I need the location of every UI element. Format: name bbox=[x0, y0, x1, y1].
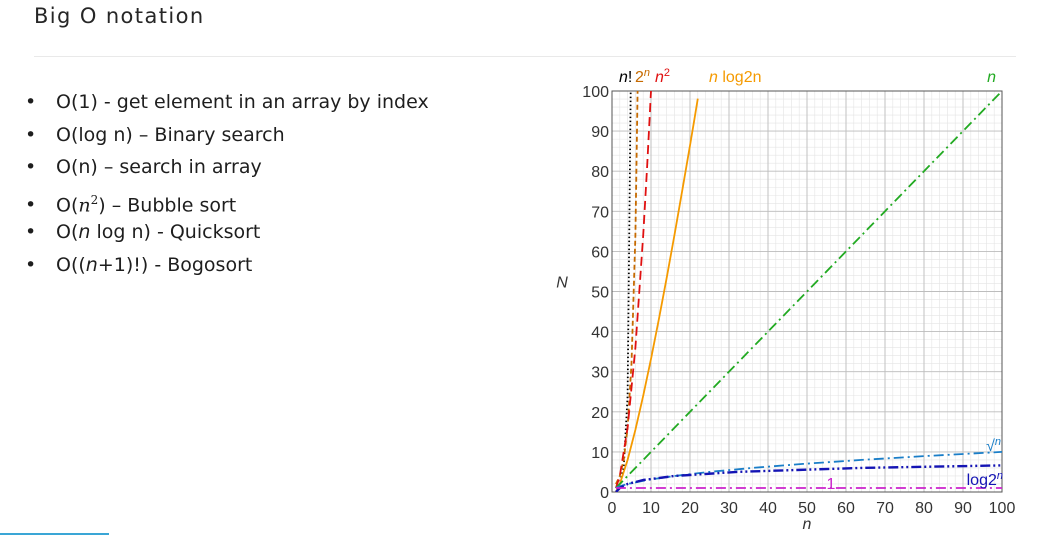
bullet-item: • O(n) – search in array bbox=[25, 151, 429, 184]
bullet-marker: • bbox=[25, 221, 37, 243]
bullet-item: • O(n2) – Bubble sort bbox=[25, 184, 429, 217]
x-tick-label: 80 bbox=[915, 500, 933, 517]
complexity-chart: 0 10 20 30 40 50 60 70 80 90 100 0 10 20 30 40 50 60 70 80 9… bbox=[556, 67, 1016, 532]
curve-label-suffix: n bbox=[644, 67, 650, 79]
curve-label-main: 1 bbox=[827, 476, 836, 493]
bullet-text: O(1) - get element in an array by index bbox=[56, 91, 429, 113]
bullet-item: • O((n+1)!) - Bogosort bbox=[25, 249, 429, 282]
x-tick-label: 40 bbox=[759, 500, 777, 517]
x-tick-label: 0 bbox=[608, 500, 617, 517]
slide-title: Big O notation bbox=[34, 4, 205, 28]
y-tick-label: 40 bbox=[591, 325, 609, 342]
x-tick-label: 50 bbox=[798, 500, 816, 517]
curve-label: 1 bbox=[827, 476, 836, 493]
curve-label: n log2n bbox=[709, 69, 762, 86]
x-tick-label: 60 bbox=[837, 500, 855, 517]
series-line bbox=[615, 98, 699, 492]
bullet-item: • O(1) - get element in an array by index bbox=[25, 86, 429, 119]
x-tick-label: 30 bbox=[720, 500, 738, 517]
bullet-text-suffix: log n) - Quicksort bbox=[90, 221, 261, 243]
x-axis-label: n bbox=[803, 516, 812, 532]
series-line bbox=[615, 451, 1002, 489]
bullet-text-variable: n bbox=[78, 221, 91, 243]
curve-label-main: √ bbox=[986, 438, 995, 455]
x-tick-label: 70 bbox=[876, 500, 894, 517]
x-tick-label: 90 bbox=[954, 500, 972, 517]
curve-label: n! bbox=[619, 69, 632, 86]
curve-label-main: n bbox=[619, 69, 628, 86]
bullet-marker: • bbox=[25, 156, 37, 178]
y-tick-label: 80 bbox=[591, 164, 609, 181]
y-tick-label: 20 bbox=[591, 405, 609, 422]
bullet-text-prefix: O( bbox=[56, 193, 79, 216]
y-tick-label: 10 bbox=[591, 445, 609, 462]
series-line bbox=[615, 91, 1002, 489]
bullet-text-exponent: 2 bbox=[90, 192, 99, 207]
major-grid bbox=[611, 90, 1003, 493]
curve-label-suffix: log2n bbox=[718, 69, 762, 86]
x-tick-label: 100 bbox=[989, 500, 1016, 517]
curve-label-suffix: 2 bbox=[664, 67, 670, 79]
y-tick-label: 70 bbox=[591, 204, 609, 221]
bullet-text: O(log n) – Binary search bbox=[56, 123, 285, 146]
bullet-item: • O(n log n) - Quicksort bbox=[25, 216, 429, 249]
bullet-marker: • bbox=[25, 253, 37, 276]
bullet-marker: • bbox=[25, 91, 37, 113]
bullet-text-prefix: O(( bbox=[56, 253, 86, 276]
x-tick-label: 10 bbox=[642, 500, 660, 517]
bottom-accent-bar bbox=[0, 533, 109, 535]
bullet-text: O(n) – search in array bbox=[56, 156, 262, 178]
bullet-marker: • bbox=[25, 123, 37, 146]
bullet-text-variable: n bbox=[78, 193, 91, 216]
y-tick-label: 30 bbox=[591, 365, 609, 382]
series-group bbox=[615, 91, 1002, 492]
bullet-text-prefix: O( bbox=[56, 221, 79, 243]
curve-label-suffix: n bbox=[997, 470, 1003, 482]
curve-label-main: 2 bbox=[635, 69, 644, 86]
curve-label-suffix: n bbox=[995, 436, 1001, 448]
y-tick-label: 90 bbox=[591, 124, 609, 141]
y-tick-label: 0 bbox=[600, 485, 609, 502]
plot-frame bbox=[611, 90, 1003, 493]
curve-label-main: n bbox=[709, 69, 718, 86]
y-tick-label: 100 bbox=[582, 84, 609, 101]
y-tick-label: 60 bbox=[591, 244, 609, 261]
curve-label: log2n bbox=[967, 470, 1003, 489]
y-axis-label: N bbox=[556, 275, 568, 292]
x-tick-label: 20 bbox=[681, 500, 699, 517]
curve-label: n bbox=[987, 69, 996, 86]
curve-label-main: log2 bbox=[967, 472, 997, 489]
curve-label-main: n bbox=[655, 69, 664, 86]
curve-label: √n bbox=[986, 436, 1001, 455]
bullet-text-variable: n bbox=[85, 253, 98, 276]
bullet-marker: • bbox=[25, 193, 37, 216]
title-divider bbox=[34, 56, 1016, 57]
bullet-list: • O(1) - get element in an array by index… bbox=[25, 86, 429, 281]
curve-label-main: n bbox=[987, 69, 996, 86]
bullet-text-suffix: ) – Bubble sort bbox=[98, 193, 237, 216]
series-line bbox=[615, 91, 652, 489]
y-tick-label: 50 bbox=[591, 285, 609, 302]
curve-label: n2 bbox=[655, 67, 670, 86]
bullet-item: • O(log n) – Binary search bbox=[25, 119, 429, 152]
curve-label: 2n bbox=[635, 67, 650, 86]
bullet-text-suffix: +1)!) - Bogosort bbox=[97, 253, 253, 276]
curve-label-suffix: ! bbox=[628, 69, 632, 86]
